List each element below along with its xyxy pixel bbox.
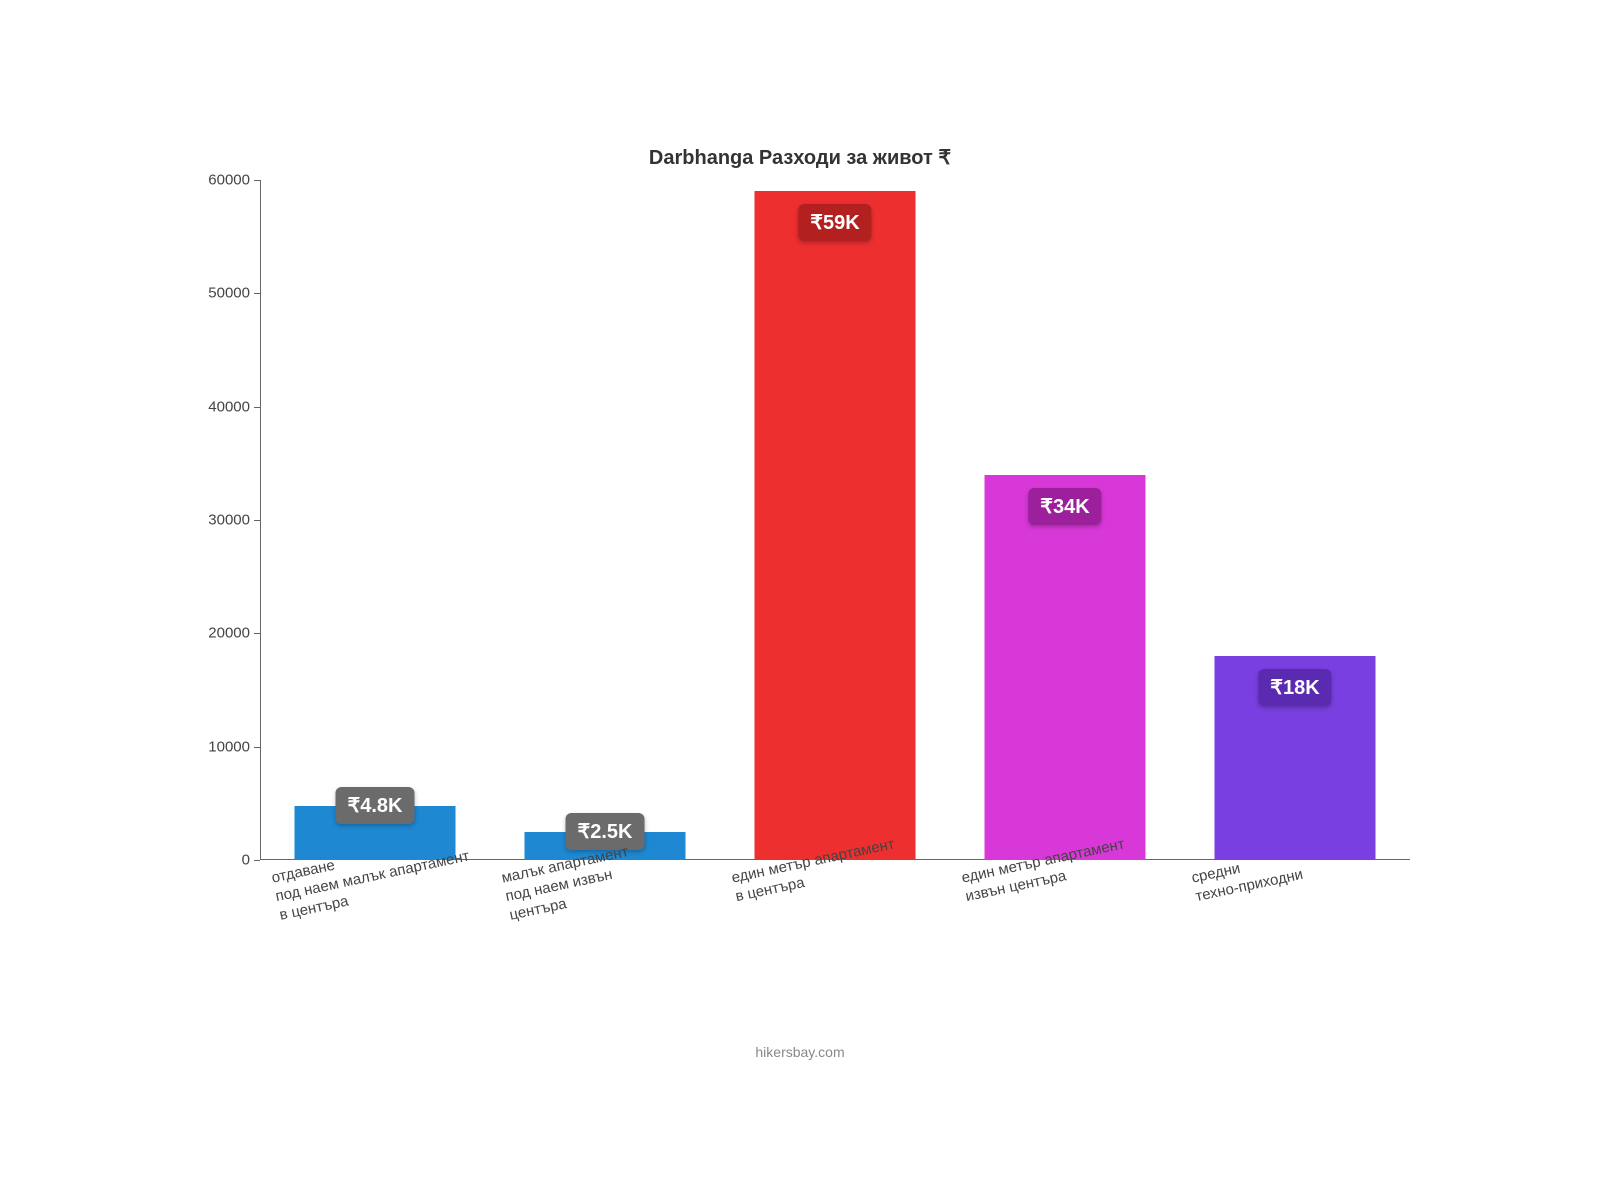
bar-slot: ₹59K — [720, 180, 950, 860]
chart-title: Darbhanga Разходи за живот ₹ — [160, 145, 1440, 170]
bar-slot: ₹18K — [1180, 180, 1410, 860]
y-tick-mark — [254, 860, 260, 861]
bar — [985, 475, 1146, 860]
chart-container: Darbhanga Разходи за живот ₹ 01000020000… — [160, 120, 1440, 1080]
value-badge: ₹4.8K — [336, 787, 415, 824]
value-badge: ₹59K — [798, 204, 871, 241]
y-tick-label: 50000 — [208, 285, 260, 302]
bar-slot: ₹34K — [950, 180, 1180, 860]
y-tick-label: 20000 — [208, 625, 260, 642]
plot-area: 0100002000030000400005000060000₹4.8K₹2.5… — [260, 180, 1410, 860]
bar-slot: ₹4.8K — [260, 180, 490, 860]
value-badge: ₹18K — [1258, 669, 1331, 706]
x-axis-labels: отдаване под наем малък апартамент в цен… — [260, 870, 1410, 990]
bar — [755, 191, 916, 860]
bar-slot: ₹2.5K — [490, 180, 720, 860]
attribution: hikersbay.com — [160, 1044, 1440, 1060]
y-tick-label: 10000 — [208, 738, 260, 755]
value-badge: ₹2.5K — [566, 813, 645, 850]
y-tick-label: 40000 — [208, 398, 260, 415]
y-tick-label: 60000 — [208, 172, 260, 189]
value-badge: ₹34K — [1028, 488, 1101, 525]
y-tick-label: 30000 — [208, 512, 260, 529]
